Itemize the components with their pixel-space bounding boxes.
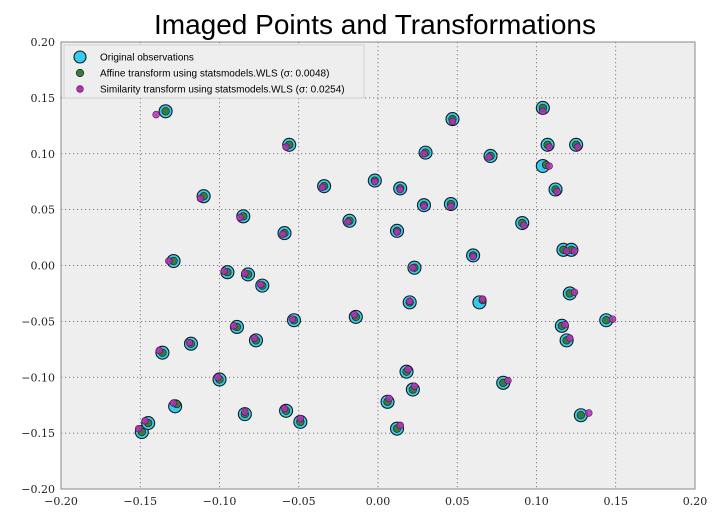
similarity-point xyxy=(410,382,419,390)
plot-frame xyxy=(60,41,696,490)
similarity-point xyxy=(409,264,417,272)
x-tick-label: −0.10 xyxy=(203,495,237,508)
y-tick-label: 0.15 xyxy=(31,92,56,105)
similarity-point xyxy=(241,408,249,416)
chart-title: Imaged Points and Transformations xyxy=(154,9,596,40)
similarity-point xyxy=(134,424,143,433)
x-tick-label: 0.10 xyxy=(524,495,549,508)
similarity-point xyxy=(545,143,553,151)
similarity-point xyxy=(165,257,173,265)
similarity-point xyxy=(214,373,222,381)
similarity-point xyxy=(152,110,160,119)
similarity-point xyxy=(141,417,149,425)
similarity-point xyxy=(420,202,428,210)
similarity-points xyxy=(134,107,617,433)
affine-point xyxy=(576,411,585,420)
similarity-point xyxy=(562,247,571,255)
similarity-point xyxy=(404,365,412,374)
similarity-point xyxy=(396,185,404,194)
similarity-point xyxy=(385,394,393,403)
similarity-point xyxy=(350,310,358,319)
legend: Original observations Affine transform us… xyxy=(63,44,365,99)
y-tick-label: 0.20 xyxy=(31,36,56,49)
similarity-point xyxy=(545,162,553,170)
similarity-point xyxy=(279,230,287,238)
y-tick-label: −0.15 xyxy=(21,427,55,440)
similarity-point xyxy=(566,334,574,342)
similarity-point xyxy=(169,399,178,407)
similarity-point xyxy=(318,183,327,191)
similarity-point xyxy=(220,267,228,275)
similarity-point xyxy=(608,315,617,323)
y-tick-label: −0.20 xyxy=(21,483,55,496)
similarity-point xyxy=(406,297,414,305)
similarity-point xyxy=(520,221,528,229)
similarity-point xyxy=(570,288,579,297)
similarity-point xyxy=(241,269,249,278)
similarity-point xyxy=(396,421,404,430)
y-tick-label: −0.05 xyxy=(21,315,55,328)
similarity-point xyxy=(585,409,593,417)
x-tick-label: 0.05 xyxy=(445,495,470,508)
similarity-point xyxy=(448,117,457,126)
similarity-point xyxy=(196,194,205,203)
legend-label: Original observations xyxy=(100,53,194,64)
similarity-point xyxy=(282,143,290,151)
similarity-point xyxy=(478,295,487,303)
similarity-point xyxy=(185,338,194,347)
similarity-point xyxy=(236,213,244,222)
similarity-point xyxy=(250,334,259,342)
tick-labels: −0.20 −0.15 −0.10 −0.05 0.00 0.05 0.10 0.15 0.20… xyxy=(21,36,707,508)
similarity-point xyxy=(155,346,163,355)
y-tick-label: −0.10 xyxy=(21,371,55,384)
legend-label: Similarity transform using statsmodels.W… xyxy=(100,85,345,96)
x-tick-label: −0.20 xyxy=(44,495,78,508)
similarity-point xyxy=(574,143,582,151)
affine-point xyxy=(602,316,611,325)
similarity-point xyxy=(296,414,305,423)
y-tick-label: 0.05 xyxy=(31,204,56,217)
data-points xyxy=(134,100,617,440)
similarity-point xyxy=(280,404,289,413)
similarity-point xyxy=(257,280,265,289)
x-tick-label: 0.15 xyxy=(604,495,629,508)
similarity-point xyxy=(539,107,547,115)
similarity-point xyxy=(570,247,579,255)
similarity-point xyxy=(371,177,379,186)
y-tick-label: 0.10 xyxy=(31,148,56,161)
x-tick-label: −0.15 xyxy=(123,495,157,508)
similarity-point xyxy=(469,252,477,261)
similarity-point xyxy=(485,153,493,161)
y-tick-label: 0.00 xyxy=(31,260,56,273)
x-tick-label: 0.20 xyxy=(683,495,708,508)
x-tick-label: 0.00 xyxy=(366,495,391,508)
similarity-point xyxy=(393,228,401,236)
similarity-point xyxy=(288,315,297,323)
legend-label: Affine transform using statsmodels.WLS (… xyxy=(100,69,329,80)
legend-box xyxy=(63,44,365,99)
similarity-point xyxy=(447,202,455,210)
grid-lines xyxy=(61,42,695,489)
x-tick-label: −0.05 xyxy=(282,495,316,508)
similarity-point xyxy=(561,321,569,329)
affine-point xyxy=(161,107,170,116)
similarity-point xyxy=(344,218,352,226)
similarity-point xyxy=(230,322,238,330)
similarity-point xyxy=(504,376,512,385)
legend-marker-original-point xyxy=(73,50,87,64)
similarity-point xyxy=(553,188,561,196)
legend-marker-similarity-point xyxy=(76,85,84,93)
similarity-point xyxy=(420,150,428,158)
legend-marker-affine-point xyxy=(75,68,85,78)
